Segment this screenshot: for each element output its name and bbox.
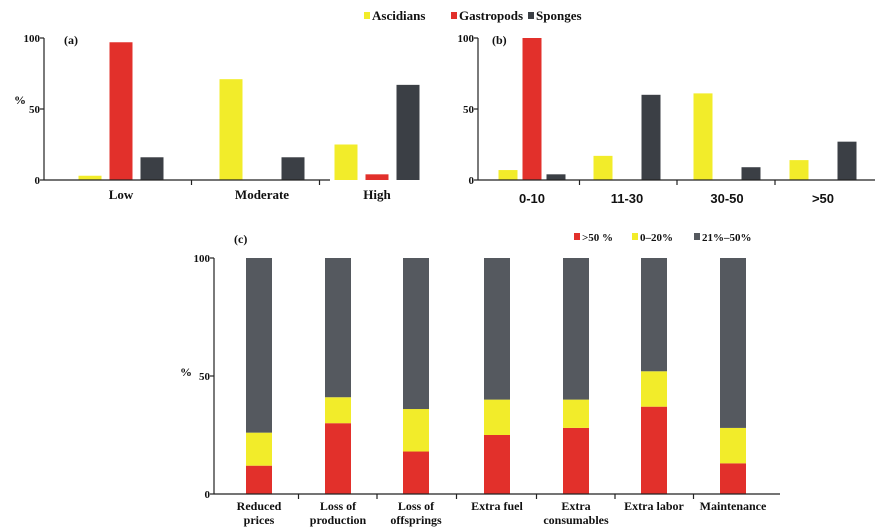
panel-c-category-label-2-line-2: production: [310, 513, 367, 527]
panel-a-category-label-1: Low: [109, 187, 134, 202]
panel-c-category-label-6: Extra labor: [624, 499, 684, 513]
panel-c-category-label-5-line-1: Extra: [561, 499, 590, 513]
panel-c-bar-1-seg-1: [246, 465, 272, 494]
legend-c-swatch-3: [694, 233, 700, 240]
panel-a-category-label-2: Moderate: [235, 187, 289, 202]
panel-a-bar-sponges-2: [281, 157, 305, 180]
panel-a-bar-gastropods-1: [109, 42, 133, 181]
legend-swatch-gastropods: [451, 12, 457, 19]
legend-c-swatch-2: [632, 233, 638, 240]
legend-label-gastropods: Gastropods: [459, 8, 523, 23]
legend-c-swatch-1: [574, 233, 580, 240]
panel-c-bar-7-seg-1: [720, 463, 746, 494]
panel-c-bar-3-seg-1: [403, 451, 429, 494]
panel-c-category-label-5-line-2: consumables: [543, 513, 609, 527]
panel-b-bar-sponges-4: [837, 141, 857, 180]
panel-b-bar-sponges-2: [641, 94, 661, 180]
panel-b-category-label-2: 11-30: [611, 191, 644, 206]
panel-c-category-label-7: Maintenance: [700, 499, 767, 513]
panel-c-bar-6-seg-3: [641, 258, 667, 372]
panel-c-bar-1-seg-2: [246, 432, 272, 466]
panel-a-bar-ascidians-3: [334, 144, 358, 180]
panel-c-bar-4-seg-1: [484, 435, 510, 494]
panel-b-bar-sponges-1: [546, 174, 566, 180]
panel-c-bar-1-seg-3: [246, 258, 272, 433]
panel-b-ytick-label-50: 50: [463, 104, 475, 116]
panel-a-bar-sponges-1: [140, 157, 164, 180]
legend-c-label-1: >50 %: [582, 232, 613, 244]
panel-c-bar-5-seg-2: [563, 399, 589, 428]
panel-a-ylabel: %: [14, 93, 26, 107]
panel-c-category-label-1-line-1: Reduced: [237, 499, 282, 513]
panel-c-category-label-3-line-1: Loss of: [398, 499, 435, 513]
panel-b-category-label-4: >50: [812, 191, 834, 206]
panel-b-ytick-label-100: 100: [458, 33, 475, 45]
panel-b-bar-gastropods-1: [522, 38, 542, 180]
panel-a-ytick-label-100: 100: [24, 33, 41, 45]
legend-c-label-2: 0–20%: [640, 232, 673, 244]
panel-a-bar-ascidians-2: [219, 79, 243, 180]
panel-c-label: (c): [234, 232, 247, 246]
panel-a-ytick-label-50: 50: [29, 104, 41, 116]
panel-c-ylabel: %: [180, 365, 192, 379]
panel-c-ytick-label-100: 100: [194, 253, 211, 265]
panel-c-bar-7-seg-2: [720, 427, 746, 464]
panel-a-bar-sponges-3: [396, 84, 420, 180]
legend-swatch-ascidians: [364, 12, 370, 19]
legend-label-ascidians: Ascidians: [372, 8, 425, 23]
panel-c-bar-3-seg-3: [403, 258, 429, 410]
panel-c-category-label-3-line-2: offsprings: [390, 513, 442, 527]
panel-c-bar-4-seg-3: [484, 258, 510, 400]
legend-c-label-3: 21%–50%: [702, 232, 752, 244]
panel-c-bar-2-seg-1: [325, 423, 351, 494]
panel-c-bar-5-seg-1: [563, 427, 589, 494]
panel-b-category-label-3: 30-50: [710, 191, 743, 206]
panel-b-bar-ascidians-4: [789, 160, 809, 180]
panel-c-category-label-1-line-2: prices: [244, 513, 275, 527]
panel-b-ytick-label-0: 0: [469, 175, 475, 187]
panel-a-bar-ascidians-1: [78, 175, 102, 180]
legend-label-sponges: Sponges: [536, 8, 582, 23]
panel-b-bar-ascidians-2: [593, 155, 613, 180]
panel-c-ytick-label-0: 0: [205, 489, 211, 501]
panel-a-label: (a): [64, 33, 78, 47]
panel-c-bar-2-seg-3: [325, 258, 351, 398]
panel-c-bar-7-seg-3: [720, 258, 746, 428]
panel-b-bar-ascidians-1: [498, 170, 518, 180]
panel-a-bar-gastropods-3: [365, 174, 389, 180]
panel-b-bar-ascidians-3: [693, 93, 713, 180]
panel-c-ytick-label-50: 50: [199, 371, 211, 383]
legend-swatch-sponges: [528, 12, 534, 19]
panel-c-bar-6-seg-1: [641, 406, 667, 494]
panel-c-bar-5-seg-3: [563, 258, 589, 400]
panel-c-bar-3-seg-2: [403, 409, 429, 452]
panel-a-ytick-label-0: 0: [35, 175, 41, 187]
panel-c-category-label-2-line-1: Loss of: [320, 499, 357, 513]
panel-b-label: (b): [492, 33, 507, 47]
panel-a-category-label-3: High: [363, 187, 391, 202]
panel-b-bar-sponges-3: [741, 167, 761, 180]
panel-c-bar-6-seg-2: [641, 371, 667, 407]
panel-c-bar-2-seg-2: [325, 397, 351, 424]
panel-b-category-label-1: 0-10: [519, 191, 545, 206]
panel-c-bar-4-seg-2: [484, 399, 510, 435]
panel-c-category-label-4: Extra fuel: [471, 499, 523, 513]
